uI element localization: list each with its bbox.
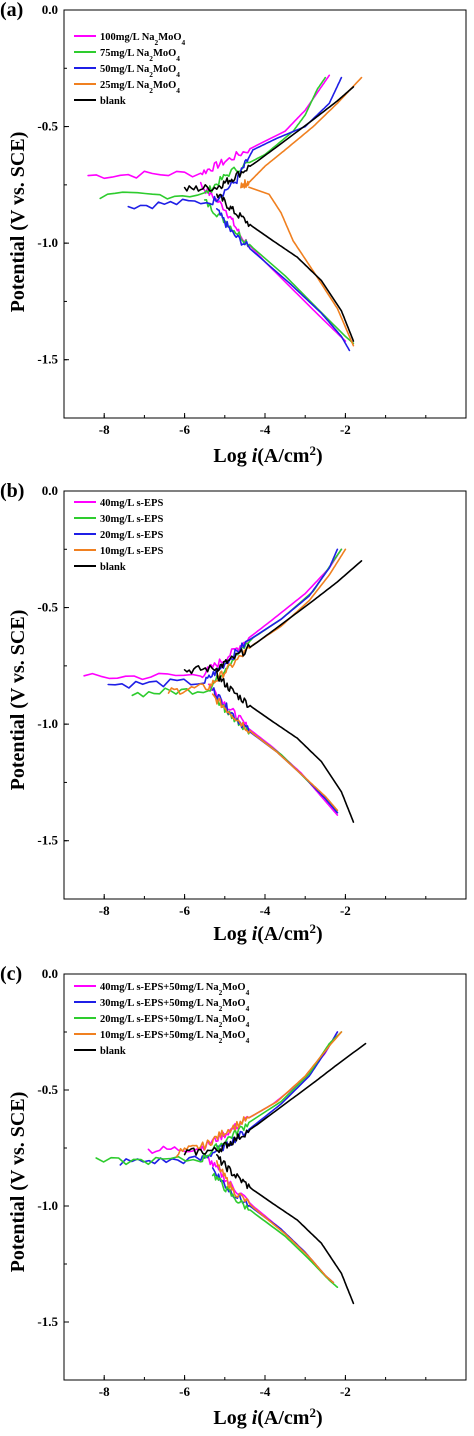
legend-label: 50mg/L Na2MoO4 [100,64,180,79]
y-tick-label: -0.5 [37,600,58,615]
panel-label: (b) [0,480,24,502]
y-tick-label: -1.5 [37,352,58,367]
x-tick-label: -8 [99,1384,110,1399]
x-tick-label: -2 [340,422,351,437]
legend-label: 10mg/L s-EPS+50mg/L Na2MoO4 [100,1030,250,1045]
y-tick-label: -1.5 [37,833,58,848]
y-tick-label: 0.0 [42,966,58,981]
cathodic-branch [199,181,347,342]
x-tick-label: -6 [179,422,190,437]
y-axis-label: Potential (V vs. SCE) [7,610,29,791]
series-5 [183,1042,367,1305]
panel-label: (a) [0,0,23,21]
legend-label: 20mg/L s-EPS+50mg/L Na2MoO4 [100,1014,250,1029]
series-4 [175,1031,343,1284]
y-tick-label: -1.5 [37,1314,58,1329]
cathodic-branch [216,1160,335,1284]
y-tick-label: -0.5 [37,1082,58,1097]
x-tick-label: -2 [340,1384,351,1399]
series-3 [107,548,339,814]
cathodic-branch [216,208,351,352]
cathodic-branch [216,670,355,823]
anodic-branch [87,74,331,180]
anodic-branch [127,76,343,210]
legend-label: 20mg/L s-EPS [100,530,163,541]
anodic-branch [131,548,343,698]
y-tick-label: -0.5 [37,119,58,134]
series-5 [183,560,363,823]
x-axis-label: Log i(A/cm2) [213,921,322,946]
legend-label: 30mg/L s-EPS [100,514,163,525]
legend-label: 10mg/L s-EPS [100,546,163,557]
anodic-branch [99,76,327,200]
x-axis-label: Log i(A/cm2) [213,1405,322,1430]
x-tick-label: -2 [340,903,351,918]
cathodic-branch [211,1172,339,1288]
anodic-branch [107,548,339,689]
anodic-branch [240,76,363,189]
x-tick-label: -6 [179,1384,190,1399]
y-tick-label: -1.0 [37,1198,58,1213]
legend-label: 30mg/L s-EPS+50mg/L Na2MoO4 [100,998,250,1013]
series-3 [95,1031,343,1288]
x-tick-label: -4 [260,903,271,918]
legend-label: blank [100,562,126,573]
x-axis-label: Log i(A/cm2) [213,443,322,468]
series-3 [127,76,351,352]
legend-label: blank [100,96,126,107]
x-tick-label: -4 [260,1384,271,1399]
y-axis-label: Potential (V vs. SCE) [7,1092,29,1273]
legend-label: blank [100,1046,126,1057]
chart-panel-1: (a) 0.0 -0.5 -1.0 -1.5 -8 -6 -4 -2 Potential (V v… [0,0,467,468]
y-tick-label: 0.0 [42,2,58,17]
y-tick-label: 0.0 [42,483,58,498]
legend-label: 40mg/L s-EPS [100,498,163,509]
x-tick-label: -4 [260,422,271,437]
anodic-branch [183,1042,367,1156]
x-tick-label: -8 [99,903,110,918]
series-2 [119,1031,339,1284]
anodic-branch [175,1031,343,1158]
cathodic-branch [248,186,355,347]
x-tick-label: -6 [179,903,190,918]
anodic-branch [183,86,355,192]
series-4 [240,76,363,347]
cathodic-branch [216,1154,355,1305]
chart-panel-3: (c) 0.0 -0.5 -1.0 -1.5 -8 -6 -4 -2 Potential (V v… [0,963,467,1430]
chart-panel-2: (b) 0.0 -0.5 -1.0 -1.5 -8 -6 -4 -2 Potential (V v… [0,480,467,946]
cathodic-branch [211,693,339,812]
legend-label: 100mg/L Na2MoO4 [100,32,186,47]
x-tick-label: -8 [99,422,110,437]
y-tick-label: -1.0 [37,235,58,250]
anodic-branch [95,1031,343,1166]
legend-label: 25mg/L Na2MoO4 [100,80,180,95]
series-4 [167,548,347,812]
legend-label: 75mg/L Na2MoO4 [100,48,180,63]
cathodic-branch [216,193,355,342]
legend-label: 40mg/L s-EPS+50mg/L Na2MoO4 [100,982,250,997]
anodic-branch [183,560,363,675]
anodic-branch [167,548,347,695]
y-axis-label: Potential (V vs. SCE) [7,132,29,313]
panel-label: (c) [0,963,22,985]
y-tick-label: -1.0 [37,716,58,731]
series-5 [183,86,355,342]
cathodic-branch [216,698,339,814]
